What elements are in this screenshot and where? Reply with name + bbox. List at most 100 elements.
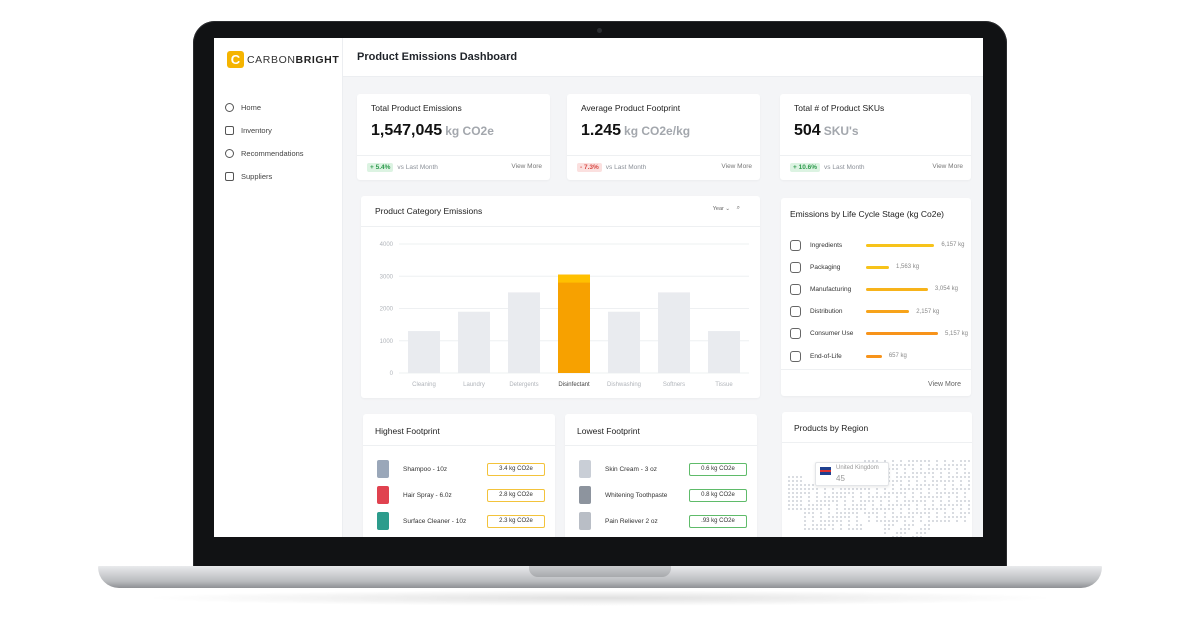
map-dot bbox=[840, 520, 842, 522]
map-dot bbox=[892, 460, 894, 462]
bar[interactable] bbox=[658, 292, 690, 373]
list-item[interactable]: Shampoo - 10z 3.4 kg CO2e bbox=[377, 460, 545, 478]
map-dot bbox=[824, 500, 826, 502]
map-dot bbox=[912, 460, 914, 462]
period-select[interactable]: Year ⌄ bbox=[712, 206, 730, 212]
map-dot bbox=[944, 504, 946, 506]
map-dot bbox=[944, 516, 946, 518]
map-dot bbox=[896, 504, 898, 506]
map-dot bbox=[880, 504, 882, 506]
lifecycle-row[interactable]: Packaging 1,563 kg bbox=[790, 260, 919, 274]
map-dot bbox=[936, 468, 938, 470]
map-dot bbox=[888, 524, 890, 526]
map-dot bbox=[920, 472, 922, 474]
map-dot bbox=[788, 492, 790, 494]
lowest-footprint-card: Lowest Footprint Skin Cream - 3 oz 0.6 kg… bbox=[565, 414, 757, 537]
map-dot bbox=[820, 512, 822, 514]
list-item[interactable]: Hair Spray - 6.0z 2.8 kg CO2e bbox=[377, 486, 545, 504]
map-dot bbox=[932, 484, 934, 486]
view-more-link[interactable]: View More bbox=[721, 163, 752, 170]
sidebar-item-inventory[interactable]: Inventory bbox=[225, 119, 304, 142]
map-dot bbox=[856, 528, 858, 530]
map-dot bbox=[908, 480, 910, 482]
brand-logo[interactable]: C CARBONBRIGHT bbox=[227, 51, 339, 68]
kpi-unit: kg CO2e/kg bbox=[624, 124, 691, 138]
map-dot bbox=[952, 492, 954, 494]
lifecycle-row[interactable]: Ingredients 6,157 kg bbox=[790, 238, 964, 252]
bar[interactable] bbox=[558, 274, 590, 373]
list-item[interactable]: Skin Cream - 3 oz 0.6 kg CO2e bbox=[579, 460, 747, 478]
sidebar-item-recommendations[interactable]: Recommendations bbox=[225, 142, 304, 165]
bar[interactable] bbox=[458, 311, 490, 373]
footprint-tag: 2.3 kg CO2e bbox=[487, 514, 545, 528]
map-dot bbox=[968, 476, 970, 478]
map-dot bbox=[928, 516, 930, 518]
sidebar-item-home[interactable]: Home bbox=[225, 96, 304, 119]
lifecycle-value: 5,157 kg bbox=[945, 330, 969, 337]
sidebar: C CARBONBRIGHT Home Inventory Recommenda… bbox=[214, 38, 343, 537]
map-dot bbox=[956, 516, 958, 518]
list-item[interactable]: Surface Cleaner - 10z 2.3 kg CO2e bbox=[377, 512, 545, 530]
map-dot bbox=[936, 508, 938, 510]
map-dot bbox=[920, 512, 922, 514]
map-dot bbox=[908, 460, 910, 462]
map-dot bbox=[932, 468, 934, 470]
map-dot bbox=[924, 480, 926, 482]
sidebar-item-suppliers[interactable]: Suppliers bbox=[225, 165, 304, 188]
ingredients-icon bbox=[790, 239, 801, 251]
product-thumbnail bbox=[377, 512, 389, 530]
dot-world-map[interactable] bbox=[782, 452, 972, 537]
bar[interactable] bbox=[708, 331, 740, 373]
map-dot bbox=[828, 500, 830, 502]
map-dot bbox=[896, 516, 898, 518]
uk-flag-icon bbox=[820, 467, 831, 475]
search-icon[interactable]: ⌕ bbox=[736, 205, 740, 211]
kpi-title: Total # of Product SKUs bbox=[794, 103, 885, 113]
map-dot bbox=[904, 464, 906, 466]
map-dot bbox=[884, 516, 886, 518]
map-dot bbox=[944, 464, 946, 466]
map-dot bbox=[912, 492, 914, 494]
map-dot bbox=[916, 500, 918, 502]
view-more-link[interactable]: View More bbox=[928, 381, 961, 388]
compare-label: vs Last Month bbox=[824, 164, 865, 171]
map-dot bbox=[924, 484, 926, 486]
map-dot bbox=[852, 488, 854, 490]
home-icon bbox=[225, 103, 234, 112]
list-item[interactable]: Pain Reliever 2 oz .93 kg CO2e bbox=[579, 512, 747, 530]
lifecycle-row[interactable]: Distribution 2,157 kg bbox=[790, 305, 939, 319]
kpi-number: 1,547,045 bbox=[371, 122, 443, 139]
map-dot bbox=[828, 504, 830, 506]
bar[interactable] bbox=[508, 292, 540, 373]
region-tooltip: United Kingdom 45 bbox=[815, 462, 889, 486]
product-thumbnail bbox=[579, 486, 591, 504]
map-dot bbox=[852, 512, 854, 514]
divider bbox=[565, 445, 757, 446]
footprint-tag: 0.8 kg CO2e bbox=[689, 488, 747, 502]
map-dot bbox=[848, 512, 850, 514]
map-dot bbox=[964, 476, 966, 478]
map-dot bbox=[876, 512, 878, 514]
map-dot bbox=[932, 508, 934, 510]
lifecycle-row[interactable]: Manufacturing 3,054 kg bbox=[790, 282, 958, 296]
map-dot bbox=[948, 480, 950, 482]
map-dot bbox=[908, 512, 910, 514]
map-dot bbox=[848, 488, 850, 490]
map-dot bbox=[948, 520, 950, 522]
bar[interactable] bbox=[408, 331, 440, 373]
view-more-link[interactable]: View More bbox=[932, 163, 963, 170]
lifecycle-row[interactable]: Consumer Use 5,157 kg bbox=[790, 327, 968, 341]
view-more-link[interactable]: View More bbox=[511, 163, 542, 170]
map-dot bbox=[920, 528, 922, 530]
y-tick-label: 3000 bbox=[380, 274, 394, 280]
map-dot bbox=[800, 496, 802, 498]
map-dot bbox=[796, 500, 798, 502]
kpi-value: 1.245 kg CO2e/kg bbox=[581, 122, 690, 140]
bar[interactable] bbox=[608, 311, 640, 373]
lifecycle-row[interactable]: End-of-Life 657 kg bbox=[790, 349, 907, 363]
map-dot bbox=[944, 520, 946, 522]
map-dot bbox=[968, 460, 970, 462]
list-item[interactable]: Whitening Toothpaste 0.8 kg CO2e bbox=[579, 486, 747, 504]
map-dot bbox=[812, 528, 814, 530]
map-dot bbox=[860, 492, 862, 494]
